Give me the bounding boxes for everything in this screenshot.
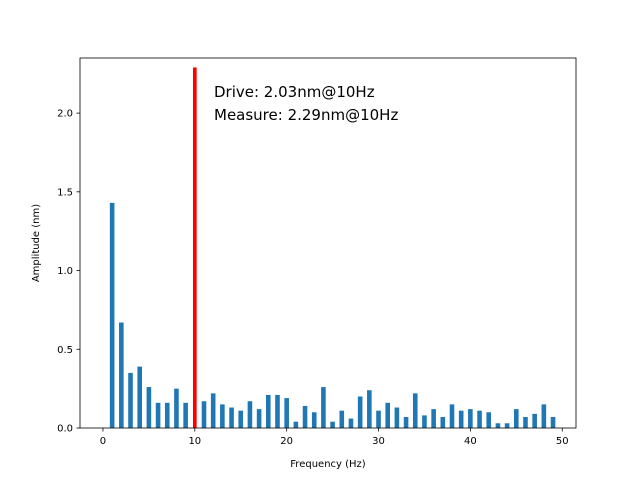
amplitude-bar (164, 402, 170, 428)
amplitude-bar (302, 405, 308, 428)
amplitude-bar (449, 404, 455, 428)
amplitude-bar (367, 390, 372, 428)
amplitude-bar (422, 415, 427, 428)
x-axis-label: Frequency (Hz) (290, 459, 366, 470)
bars-layer (109, 67, 556, 428)
amplitude-bar (311, 412, 317, 428)
amplitude-bar (284, 398, 289, 428)
measure-annotation: Measure: 2.29nm@10Hz (214, 106, 398, 124)
amplitude-bar (330, 421, 335, 428)
amplitude-bar (247, 401, 253, 428)
x-tick-label: 40 (464, 436, 477, 447)
amplitude-bar (458, 410, 464, 428)
x-tick-label: 30 (372, 436, 385, 447)
y-tick-label: 1.0 (57, 266, 73, 277)
ticks-layer: 0 10 20 30 40 50 0.0 0.5 1.0 1.5 2.0 (57, 109, 568, 447)
amplitude-bar (229, 407, 234, 428)
amplitude-bar (477, 410, 482, 428)
amplitude-bar (220, 404, 225, 428)
amplitude-bar (440, 416, 446, 428)
y-axis-label: Amplitude (nm) (31, 204, 42, 282)
amplitude-bar (174, 388, 179, 428)
amplitude-bar (541, 404, 547, 428)
x-tick-label: 10 (188, 436, 201, 447)
amplitude-bar (550, 416, 556, 428)
amplitude-bar (468, 409, 473, 428)
amplitude-bar (109, 202, 115, 428)
amplitude-bar (339, 410, 345, 428)
amplitude-bar (137, 366, 142, 428)
amplitude-bar (504, 423, 510, 428)
amplitude-bar (201, 401, 207, 428)
plot-frame (79, 57, 577, 429)
y-tick-label: 0.5 (57, 345, 73, 356)
amplitude-bar (514, 409, 519, 428)
x-tick-label: 20 (280, 436, 293, 447)
amplitude-bar (357, 396, 363, 428)
amplitude-bar (266, 394, 271, 428)
amplitude-bar (238, 410, 244, 428)
amplitude-bar (431, 409, 436, 428)
amplitude-bar (376, 410, 381, 428)
drive-annotation: Drive: 2.03nm@10Hz (214, 83, 375, 101)
amplitude-bar (403, 416, 409, 428)
amplitude-bar (275, 394, 280, 428)
x-tick-label: 50 (556, 436, 569, 447)
amplitude-bar (523, 416, 528, 428)
amplitude-bar (146, 387, 152, 428)
amplitude-bar (128, 372, 133, 428)
drive-frequency-bar (192, 67, 197, 428)
amplitude-bar (183, 402, 188, 428)
amplitude-bar (293, 421, 299, 428)
amplitude-bar (412, 393, 418, 428)
amplitude-bar (348, 418, 354, 428)
amplitude-bar (394, 407, 400, 428)
amplitude-bar (321, 387, 326, 428)
y-tick-label: 0.0 (57, 424, 73, 435)
amplitude-bar (486, 412, 492, 428)
y-tick-label: 1.5 (57, 187, 73, 198)
amplitude-bar (210, 393, 216, 428)
amplitude-bar (385, 402, 390, 428)
amplitude-bar (495, 423, 501, 428)
x-tick-label: 0 (100, 436, 106, 447)
y-tick-label: 2.0 (57, 109, 73, 120)
amplitude-bar (256, 409, 262, 428)
amplitude-bar (155, 402, 161, 428)
amplitude-bar (532, 413, 537, 428)
amplitude-bar (119, 322, 124, 428)
